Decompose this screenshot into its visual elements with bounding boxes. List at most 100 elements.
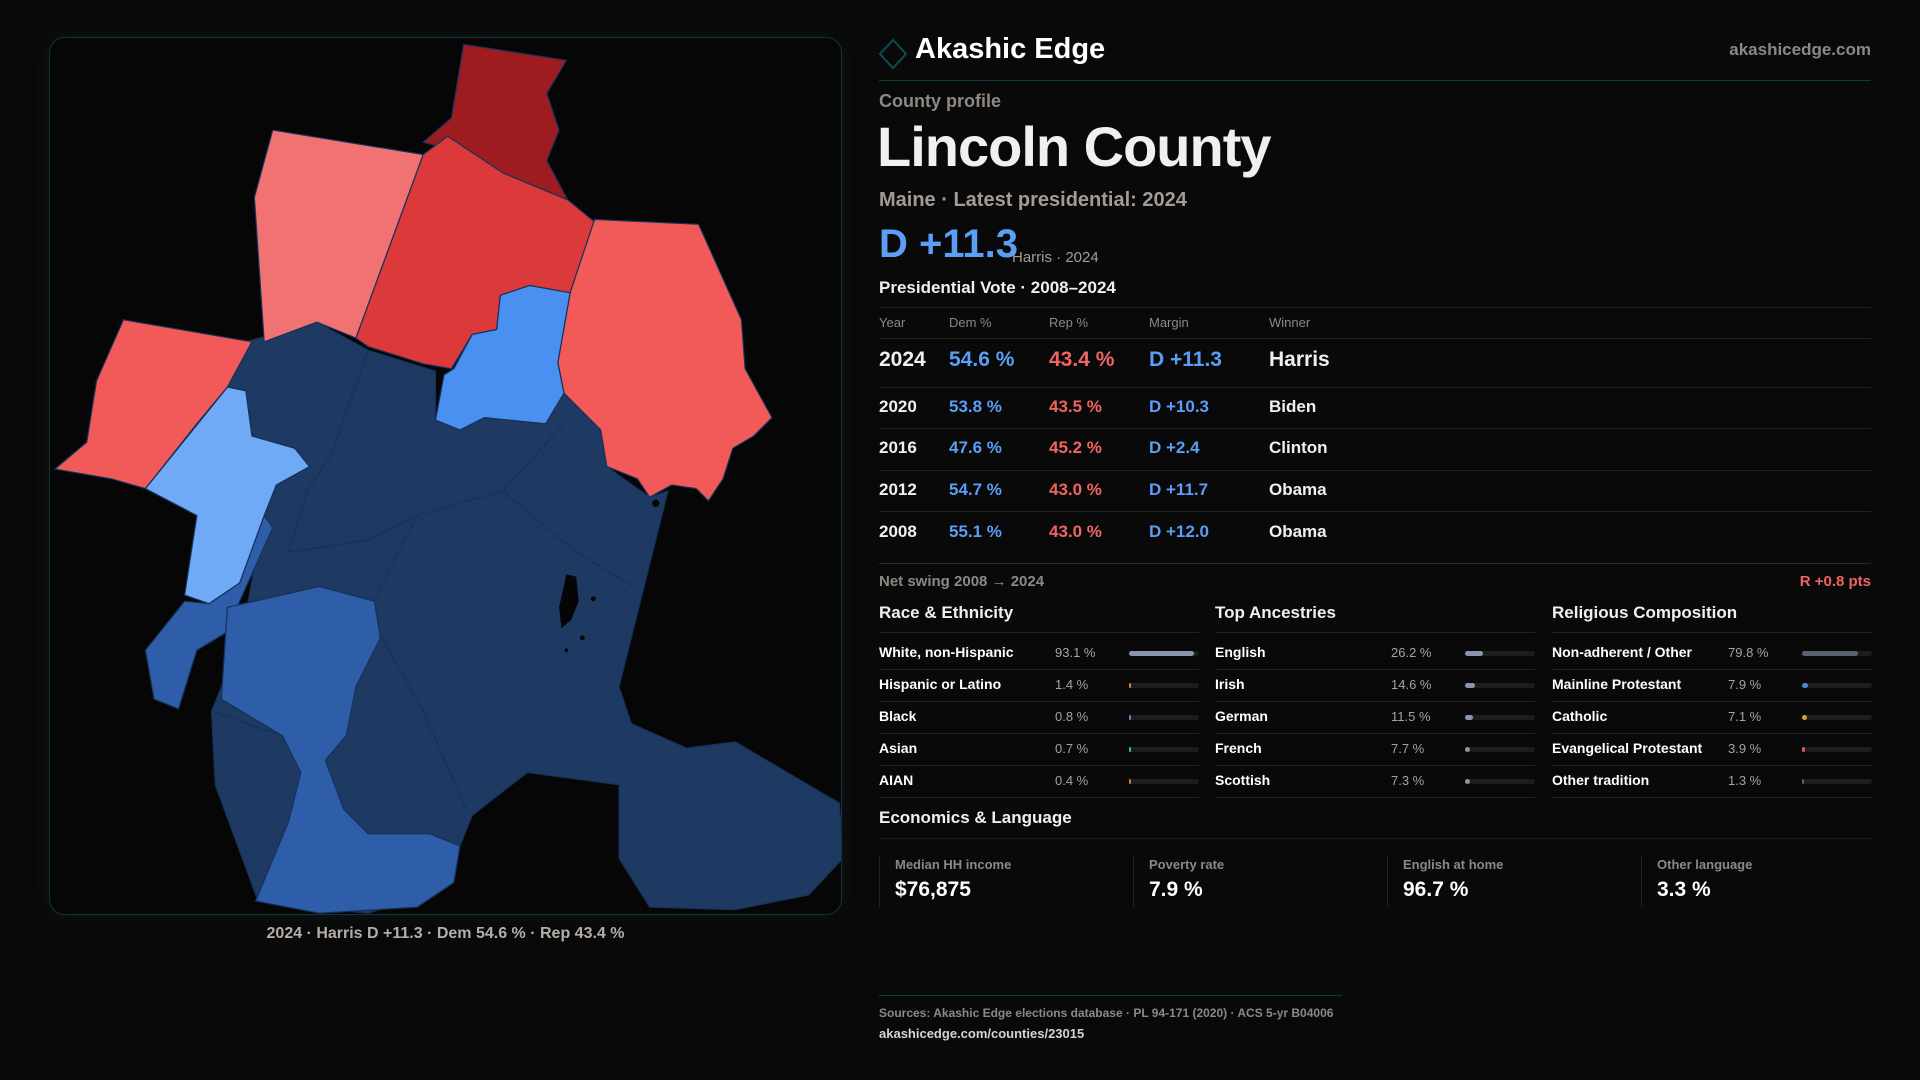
- stat-value: 93.1 %: [1055, 645, 1096, 660]
- stat-label: Non-adherent / Other: [1552, 644, 1693, 660]
- county-url[interactable]: akashicedge.com/counties/23015: [879, 1026, 1085, 1041]
- sources-text: Sources: Akashic Edge elections database…: [879, 1006, 1334, 1020]
- stat-label: Catholic: [1552, 708, 1608, 724]
- economic-stat: Median HH income $76,875: [879, 855, 1133, 907]
- precinct-map[interactable]: [50, 38, 842, 915]
- stat-label: Mainline Protestant: [1552, 676, 1682, 692]
- diamond-logo-icon: [878, 38, 908, 70]
- stat-bar: [1802, 683, 1872, 688]
- site-link[interactable]: akashicedge.com: [1729, 40, 1871, 59]
- stat-value: 26.2 %: [1391, 645, 1432, 660]
- map-region[interactable]: [53, 319, 253, 490]
- islands: [559, 499, 660, 652]
- vote-margin: D +10.3: [1149, 397, 1210, 416]
- stat-value: 0.7 %: [1055, 741, 1089, 756]
- stat-value: 7.9 %: [1728, 677, 1762, 692]
- economic-stat: English at home 96.7 %: [1387, 855, 1641, 907]
- stat-value: 1.4 %: [1055, 677, 1089, 692]
- stat-bar: [1802, 779, 1872, 784]
- vote-margin: D +12.0: [1149, 522, 1210, 541]
- vote-margin: D +11.7: [1149, 480, 1209, 499]
- vote-year: 2016: [879, 438, 917, 457]
- vote-dem: 53.8 %: [949, 397, 1002, 416]
- economic-stat-value: $76,875: [895, 878, 971, 901]
- stat-value: 7.7 %: [1391, 741, 1425, 756]
- economic-stat-label: Median HH income: [895, 857, 1012, 872]
- stat-label: French: [1215, 740, 1262, 756]
- stat-bar-fill: [1465, 779, 1471, 784]
- stat-value: 79.8 %: [1728, 645, 1769, 660]
- page-title: Lincoln County: [877, 115, 1272, 178]
- economic-stat-label: Poverty rate: [1149, 857, 1225, 872]
- stat-value: 1.3 %: [1728, 773, 1762, 788]
- profile-kicker: County profile: [879, 91, 1001, 111]
- vote-rep: 43.4 %: [1049, 348, 1115, 371]
- stat-bar: [1465, 651, 1535, 656]
- vote-winner: Obama: [1269, 480, 1327, 499]
- stat-bar: [1465, 747, 1535, 752]
- section-title: Top Ancestries: [1215, 603, 1336, 622]
- map-region[interactable]: [434, 284, 571, 431]
- vote-dem: 54.6 %: [949, 348, 1015, 371]
- col-header: Rep %: [1049, 315, 1089, 330]
- economic-stat-value: 3.3 %: [1657, 878, 1711, 901]
- net-swing-value: R +0.8 pts: [1799, 573, 1871, 590]
- vote-year: 2012: [879, 480, 917, 499]
- stat-value: 3.9 %: [1728, 741, 1762, 756]
- stat-value: 7.3 %: [1391, 773, 1425, 788]
- stat-value: 11.5 %: [1391, 709, 1431, 724]
- stat-bar-fill: [1129, 747, 1131, 752]
- stat-bar: [1129, 747, 1199, 752]
- economic-stat-label: Other language: [1657, 857, 1753, 872]
- stat-bar: [1465, 779, 1535, 784]
- economic-stat-label: English at home: [1403, 857, 1504, 872]
- stat-bar-fill: [1129, 779, 1131, 784]
- map-region[interactable]: [144, 386, 311, 605]
- votes-title: Presidential Vote · 2008–2024: [879, 278, 1116, 297]
- stat-value: 7.1 %: [1728, 709, 1762, 724]
- vote-year: 2008: [879, 522, 917, 541]
- stat-bar: [1802, 747, 1872, 752]
- stat-bar-fill: [1802, 715, 1807, 720]
- stat-bar-fill: [1129, 683, 1131, 688]
- economic-stat: Poverty rate 7.9 %: [1133, 855, 1387, 907]
- map-caption: 2024 · Harris D +11.3 · Dem 54.6 % · Rep…: [266, 925, 625, 942]
- profile-subtitle: Maine · Latest presidential: 2024: [879, 189, 1187, 211]
- stat-label: Evangelical Protestant: [1552, 740, 1703, 756]
- stat-bar-fill: [1465, 747, 1471, 752]
- vote-year: 2024: [879, 348, 926, 371]
- stat-bar: [1465, 683, 1535, 688]
- stat-bar-fill: [1802, 651, 1858, 656]
- stat-label: Black: [879, 708, 917, 724]
- stat-label: Asian: [879, 740, 918, 756]
- stat-label: AIAN: [879, 772, 914, 788]
- stat-label: Irish: [1215, 676, 1245, 692]
- vote-year: 2020: [879, 397, 917, 416]
- economic-stat: Other language 3.3 %: [1641, 855, 1895, 907]
- stat-bar-fill: [1465, 651, 1484, 656]
- stat-label: Other tradition: [1552, 772, 1650, 788]
- economics-title: Economics & Language: [879, 808, 1072, 827]
- col-header: Year: [879, 315, 906, 330]
- stat-bar-fill: [1465, 715, 1474, 720]
- stat-value: 14.6 %: [1391, 677, 1432, 692]
- margin-note: Harris · 2024: [1012, 249, 1099, 266]
- stat-bar-fill: [1129, 715, 1131, 720]
- map-region[interactable]: [220, 585, 461, 914]
- vote-margin: D +11.3: [1149, 348, 1222, 371]
- economic-stat-value: 96.7 %: [1403, 878, 1469, 901]
- net-swing-label: Net swing 2008 → 2024: [879, 573, 1045, 590]
- county-map-panel[interactable]: [49, 37, 842, 915]
- vote-rep: 43.5 %: [1049, 397, 1102, 416]
- vote-winner: Clinton: [1269, 438, 1328, 457]
- stat-bar: [1129, 683, 1199, 688]
- stat-bar: [1802, 651, 1872, 656]
- stat-bar-fill: [1802, 747, 1805, 752]
- vote-winner: Harris: [1269, 348, 1330, 371]
- stat-label: Scottish: [1215, 772, 1271, 788]
- stat-label: German: [1215, 708, 1268, 724]
- stat-bar: [1465, 715, 1535, 720]
- stat-value: 0.4 %: [1055, 773, 1089, 788]
- vote-winner: Obama: [1269, 522, 1327, 541]
- stat-label: English: [1215, 644, 1266, 660]
